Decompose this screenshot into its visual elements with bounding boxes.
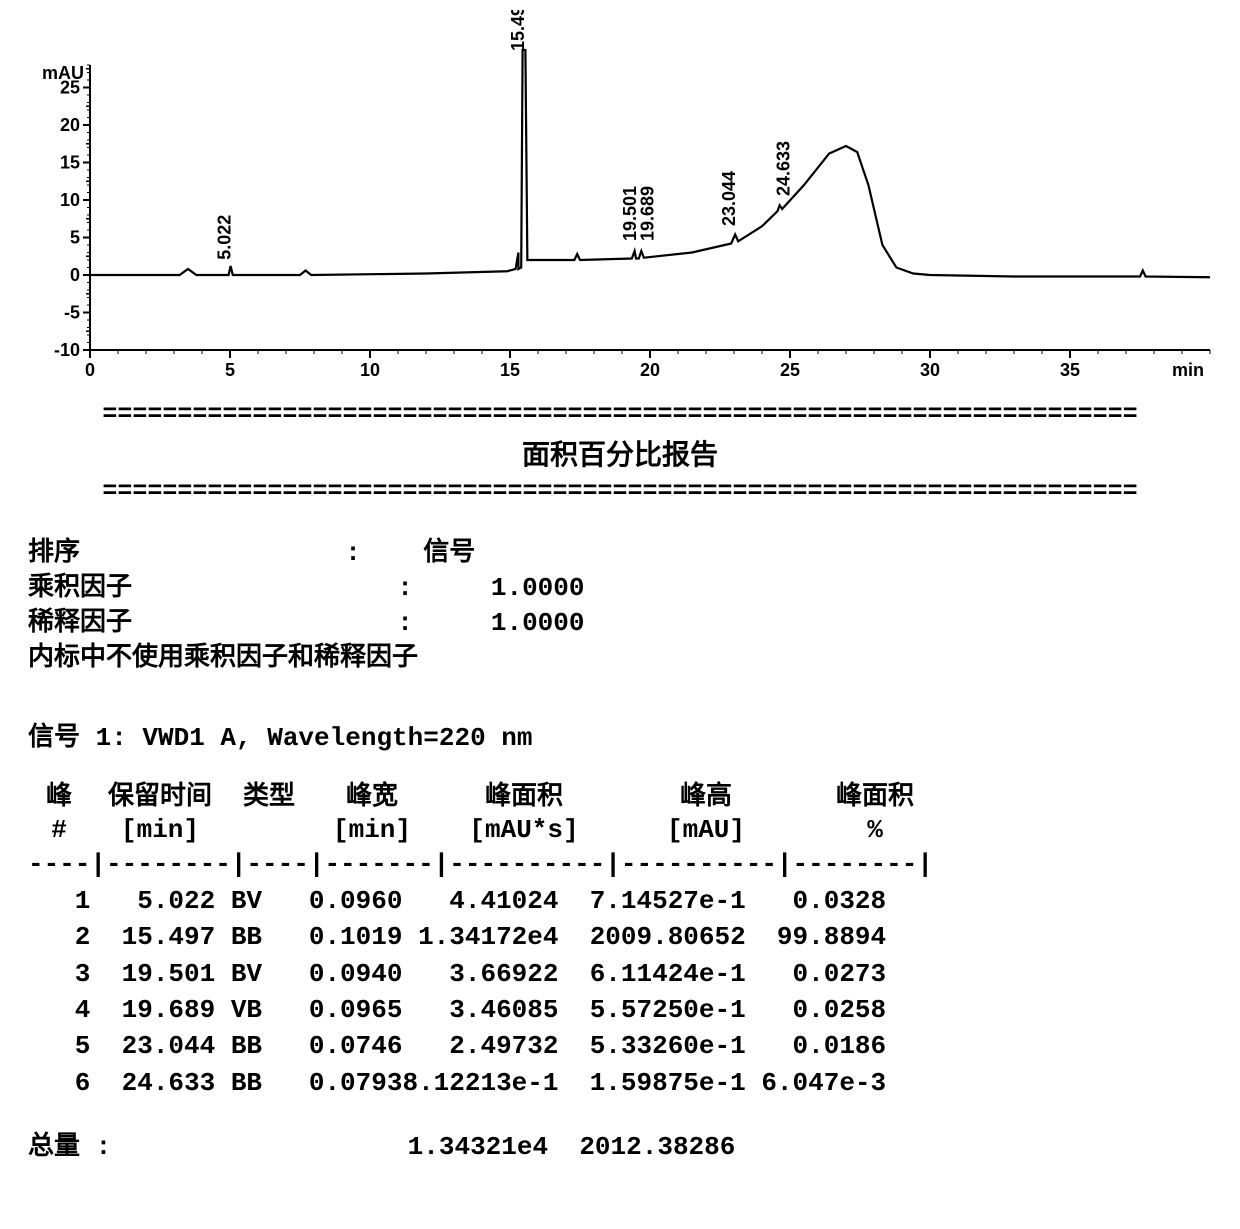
table-rows: 1 5.022 BV 0.0960 4.41024 7.14527e-1 0.0… [28,886,886,1098]
meta-mult-label: 乘积因子 [28,573,132,603]
signal-line: 信号 1: VWD1 A, Wavelength=220 nm [28,716,1220,753]
svg-text:19.689: 19.689 [637,186,657,241]
svg-text:5.022: 5.022 [215,215,235,260]
meta-dil-label: 稀释因子 [28,608,132,638]
meta-sort-label: 排序 [28,538,80,568]
col-subheader: # [28,814,90,847]
svg-text:24.633: 24.633 [774,141,794,196]
divider-top: ========================================… [20,400,1220,429]
col-header: 峰面积 [800,781,950,814]
col-header: 类型 [230,781,308,814]
col-subheader: [min] [90,814,230,847]
totals-area: 1.34321e4 [408,1132,548,1162]
svg-text:min: min [1172,360,1204,380]
svg-text:-10: -10 [54,340,80,360]
svg-text:15: 15 [500,360,520,380]
divider-bottom: ========================================… [20,477,1220,506]
table-separator: ----|--------|----|-------|----------|--… [28,849,933,879]
totals-label: 总量 : [28,1132,111,1162]
svg-text:5: 5 [70,228,80,248]
col-header: 峰宽 [308,781,436,814]
meta-dil-value: 1.0000 [491,608,585,638]
peak-table-body: ----|--------|----|-------|----------|--… [28,846,1220,1101]
svg-text:5: 5 [225,360,235,380]
svg-text:10: 10 [360,360,380,380]
totals-line: 总量 : 1.34321e4 2012.38286 [28,1125,1220,1162]
svg-text:20: 20 [60,115,80,135]
svg-text:30: 30 [920,360,940,380]
svg-text:23.044: 23.044 [719,171,739,226]
svg-text:mAU: mAU [42,63,84,83]
svg-text:15: 15 [60,153,80,173]
report-title: 面积百分比报告 [20,433,1220,473]
svg-text:-5: -5 [64,303,80,323]
col-header: 峰 [28,781,90,814]
meta-sort-value: 信号 [423,538,475,568]
col-subheader: [mAU] [612,814,800,847]
col-subheader [230,814,308,847]
svg-text:35: 35 [1060,360,1080,380]
col-subheader: % [800,814,950,847]
report-meta: 排序 : 信号 乘积因子 : 1.0000 稀释因子 : 1.0000 内标中不… [28,536,1220,676]
col-header: 峰高 [612,781,800,814]
peak-table-header: 峰保留时间类型峰宽峰面积峰高峰面积 #[min][min][mAU*s][mAU… [28,781,1220,846]
svg-text:15.497: 15.497 [508,10,528,51]
chromatogram-chart: -10-50510152025mAU05101520253035min5.022… [20,10,1220,380]
col-header: 保留时间 [90,781,230,814]
totals-height: 2012.38286 [579,1132,735,1162]
svg-text:20: 20 [640,360,660,380]
col-subheader: [min] [308,814,436,847]
svg-text:0: 0 [70,265,80,285]
col-subheader: [mAU*s] [436,814,612,847]
svg-text:0: 0 [85,360,95,380]
meta-mult-value: 1.0000 [491,573,585,603]
meta-note: 内标中不使用乘积因子和稀释因子 [28,643,418,673]
svg-text:10: 10 [60,190,80,210]
chromatogram-svg: -10-50510152025mAU05101520253035min5.022… [20,10,1220,380]
col-header: 峰面积 [436,781,612,814]
svg-text:25: 25 [780,360,800,380]
